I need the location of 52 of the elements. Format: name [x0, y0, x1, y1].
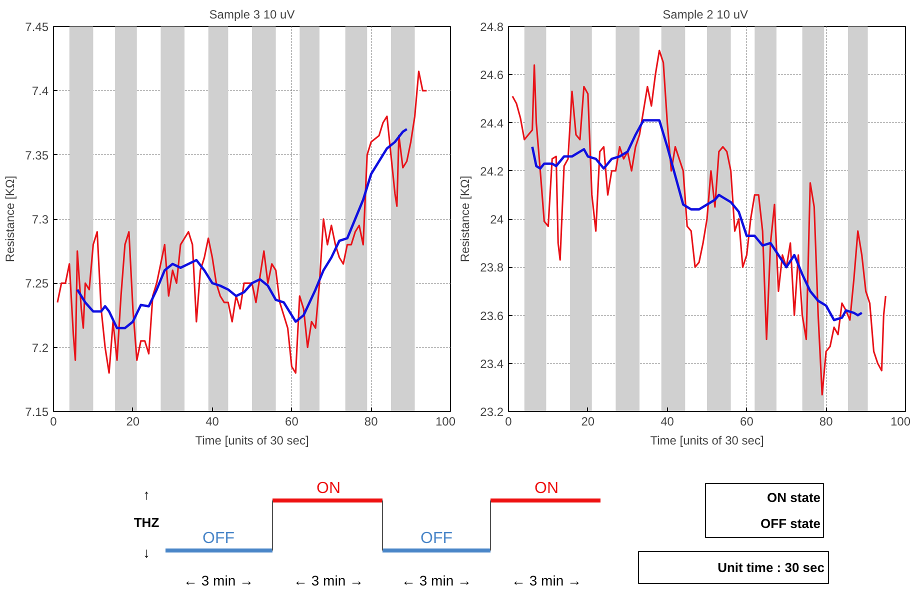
y-tick-label: 24 [490, 212, 504, 226]
y-tick-label: 7.45 [25, 20, 49, 34]
x-tick-label: 0 [50, 414, 58, 428]
y-tick-label: 23.4 [480, 356, 504, 371]
text: ON [534, 480, 558, 497]
text: ← 3 min → [401, 572, 472, 588]
line-series [56, 70, 428, 374]
y-tick-label: 24.8 [480, 20, 504, 34]
text: ← 3 min → [293, 572, 364, 588]
x-tick-label: 20 [581, 414, 595, 428]
line-series [512, 50, 886, 396]
y-tick-label: 7.35 [25, 148, 49, 162]
x-tick-label: 80 [364, 414, 378, 428]
x-tick-label: 40 [206, 414, 220, 428]
y-tick-label: 7.3 [32, 212, 49, 226]
y-axis-title: Resistance [KΩ] [3, 176, 18, 262]
y-tick-label: 7.15 [25, 405, 49, 419]
text: OFF state [760, 516, 821, 531]
y-tick-label: 23.6 [480, 308, 504, 323]
y-tick-label: 23.8 [480, 260, 504, 275]
x-tick-label: 20 [126, 414, 140, 428]
x-tick-label: 100 [890, 414, 911, 428]
y-tick-label: 7.25 [25, 276, 49, 291]
x-tick-label: 100 [435, 414, 456, 428]
chart-title: Sample 3 10 uV [209, 8, 295, 22]
chart-title: Sample 2 10 uV [662, 8, 748, 22]
text: ON state [767, 490, 821, 505]
y-tick-label: 7.4 [32, 84, 49, 98]
text: OFF [420, 530, 453, 547]
y-tick-label: 24.4 [480, 116, 504, 130]
text: ← 3 min → [183, 572, 254, 588]
line-series [76, 128, 408, 330]
x-tick-label: 0 [505, 414, 512, 428]
text: ON [316, 480, 340, 497]
text: OFF [202, 530, 235, 547]
y-tick-label: 24.6 [480, 68, 504, 82]
x-tick-label: 60 [285, 414, 299, 428]
x-axis-title: Time [units of 30 sec] [195, 434, 309, 448]
text: Unit time : 30 sec [718, 560, 825, 575]
text: ↓ [143, 544, 150, 560]
x-tick-label: 60 [740, 414, 754, 428]
y-tick-label: 24.2 [480, 164, 504, 178]
text: ↑ [143, 486, 150, 502]
text: ← 3 min → [511, 572, 582, 588]
x-axis-title: Time [units of 30 sec] [650, 434, 764, 448]
x-tick-label: 80 [819, 414, 834, 428]
y-tick-label: 23.2 [480, 405, 504, 419]
x-tick-label: 40 [660, 414, 674, 428]
line-series [531, 119, 864, 322]
text: THZ [134, 515, 160, 530]
y-tick-label: 7.2 [32, 340, 49, 355]
y-axis-title: Resistance [KΩ] [458, 176, 472, 262]
